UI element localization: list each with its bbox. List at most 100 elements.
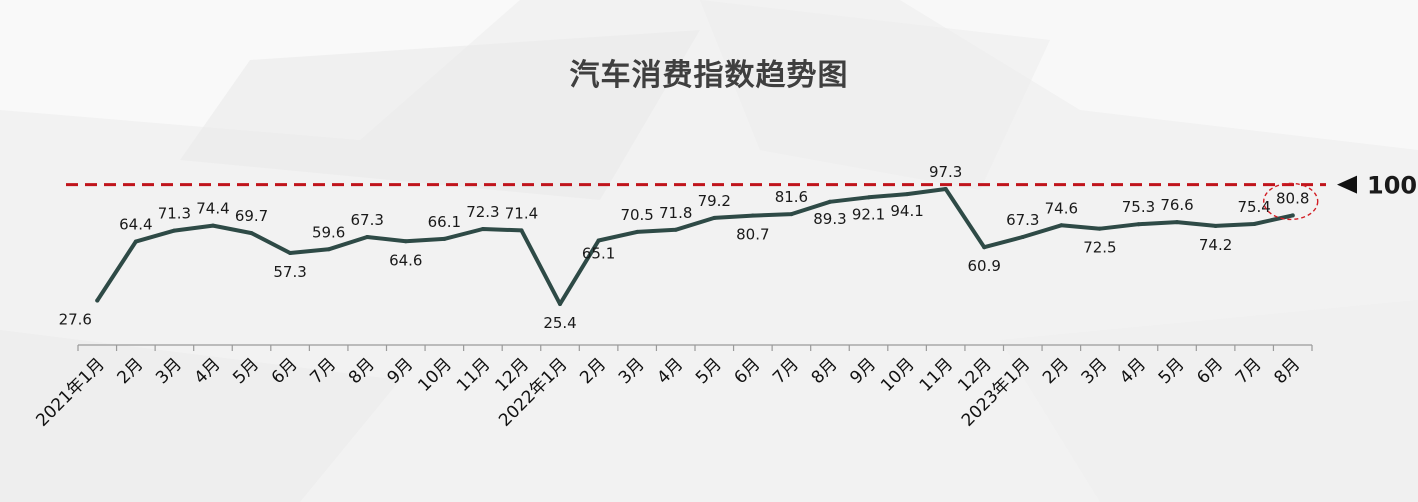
data-label: 72.5	[1083, 239, 1116, 257]
data-label: 67.3	[1006, 211, 1039, 229]
data-label: 71.8	[659, 204, 692, 222]
highlight-ellipse	[1263, 182, 1319, 221]
x-tick-label: 8月	[808, 354, 842, 388]
data-point	[1097, 226, 1102, 231]
x-tick-label: 2021年1月	[32, 354, 108, 430]
x-tick-label: 9月	[846, 354, 880, 388]
data-point	[712, 215, 717, 220]
data-point	[943, 187, 948, 191]
chart-title: 汽车消费指数趋势图	[569, 58, 849, 93]
data-point	[442, 236, 447, 241]
data-point	[750, 213, 755, 218]
data-point	[1020, 234, 1025, 239]
data-point	[365, 234, 370, 239]
data-point	[249, 231, 254, 236]
reference-arrow-icon	[1337, 175, 1357, 194]
data-point	[827, 199, 832, 204]
data-point	[403, 239, 408, 244]
data-label: 80.8	[1276, 189, 1309, 207]
data-point	[596, 238, 601, 243]
data-label: 66.1	[428, 213, 461, 231]
x-tick-label: 7月	[1232, 354, 1266, 388]
x-tick-label: 4月	[191, 354, 225, 388]
data-label: 74.6	[1045, 199, 1078, 217]
data-point	[95, 298, 100, 303]
data-label: 64.6	[389, 251, 422, 269]
x-tick-label: 2月	[576, 354, 610, 388]
data-label: 75.3	[1122, 198, 1155, 216]
data-point	[1213, 223, 1218, 228]
x-tick-label: 6月	[731, 354, 765, 388]
data-label: 72.3	[466, 203, 499, 221]
data-label: 67.3	[351, 211, 384, 229]
data-label: 74.4	[196, 200, 229, 218]
data-point	[519, 228, 524, 233]
x-tick-label: 4月	[653, 354, 687, 388]
x-tick-label: 8月	[1270, 354, 1304, 388]
data-point	[1290, 213, 1295, 218]
data-label: 74.2	[1199, 236, 1232, 254]
x-tick-label: 6月	[1193, 354, 1227, 388]
x-tick-label: 5月	[229, 354, 263, 388]
x-tick-label: 4月	[1116, 354, 1150, 388]
x-tick-label: 11月	[453, 354, 494, 395]
data-label: 57.3	[273, 263, 306, 281]
data-label: 65.1	[582, 245, 615, 263]
data-label: 92.1	[852, 205, 885, 223]
data-point	[326, 247, 331, 252]
x-tick-label: 2月	[1039, 354, 1073, 388]
data-point	[1136, 222, 1141, 227]
x-tick-label: 11月	[916, 354, 957, 395]
data-label: 89.3	[813, 210, 846, 228]
data-point	[1175, 220, 1180, 225]
x-tick-label: 5月	[692, 354, 726, 388]
x-tick-label: 8月	[345, 354, 379, 388]
data-label: 97.3	[929, 163, 962, 181]
x-tick-label: 5月	[1155, 354, 1189, 388]
reference-line-label: 100	[1367, 172, 1417, 200]
data-point	[866, 195, 871, 200]
data-point	[558, 302, 563, 306]
data-point	[905, 192, 910, 197]
x-tick-label: 7月	[769, 354, 803, 388]
data-label: 25.4	[543, 314, 576, 332]
data-label: 59.6	[312, 223, 345, 241]
data-label: 79.2	[698, 192, 731, 210]
x-tick-label: 3月	[152, 354, 186, 388]
data-label: 71.3	[158, 205, 191, 223]
data-point	[288, 250, 293, 255]
data-label: 70.5	[620, 206, 653, 224]
data-point	[480, 226, 485, 231]
data-point	[133, 239, 138, 244]
data-label: 71.4	[505, 204, 538, 222]
x-tick-label: 9月	[383, 354, 417, 388]
series-line	[95, 187, 1295, 306]
data-point	[789, 212, 794, 217]
data-point	[1059, 223, 1064, 228]
x-tick-label: 3月	[615, 354, 649, 388]
data-label: 64.4	[119, 216, 152, 234]
data-label: 69.7	[235, 207, 268, 225]
data-label: 60.9	[968, 257, 1001, 275]
x-tick-label: 6月	[268, 354, 302, 388]
data-point	[1252, 222, 1257, 227]
data-label: 80.7	[736, 226, 769, 244]
data-point	[172, 228, 177, 233]
x-tick-label: 2月	[114, 354, 148, 388]
x-tick-label: 3月	[1078, 354, 1112, 388]
data-label: 27.6	[59, 310, 92, 328]
data-label: 94.1	[890, 202, 923, 220]
x-tick-label: 10月	[414, 354, 455, 395]
data-point	[210, 223, 215, 228]
data-point	[673, 227, 678, 232]
data-label: 75.4	[1237, 198, 1270, 216]
x-tick-label: 7月	[306, 354, 340, 388]
x-tick-label: 10月	[877, 354, 918, 395]
data-point	[635, 229, 640, 234]
data-label: 81.6	[775, 188, 808, 206]
data-point	[982, 245, 987, 250]
data-label: 76.6	[1160, 196, 1193, 214]
